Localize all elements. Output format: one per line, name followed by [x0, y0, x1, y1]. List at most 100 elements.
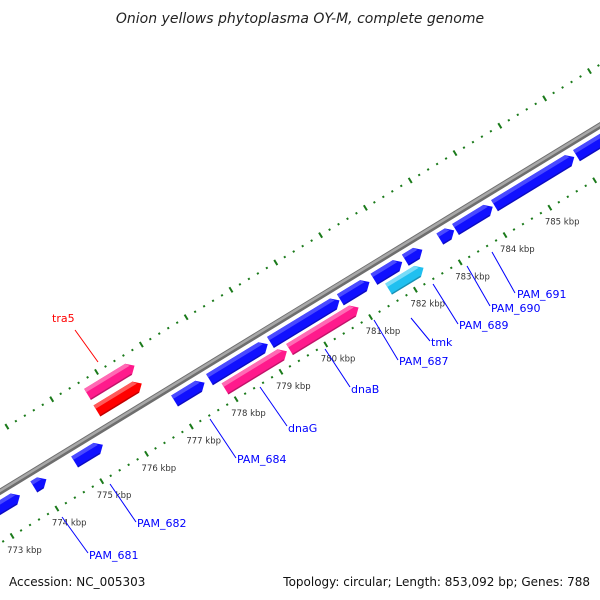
tick-label: 773 kbp	[7, 546, 42, 556]
minor-tick	[247, 277, 251, 281]
minor-tick	[154, 447, 157, 450]
major-tick	[542, 95, 548, 102]
tick-labels: 773 kbp 774 kbp 775 kbp 776 kbp 777 kbp 778 k…	[7, 218, 579, 556]
major-tick	[278, 368, 284, 375]
feature-label[interactable]: PAM_690	[491, 302, 540, 315]
feature-label[interactable]: PAM_691	[517, 288, 566, 301]
minor-tick	[193, 310, 197, 314]
major-tick	[273, 259, 279, 266]
minor-tick	[37, 518, 41, 521]
gene-forward-cds[interactable]	[0, 490, 23, 532]
label-pam-690[interactable]: PAM_690	[466, 265, 540, 315]
minor-tick	[73, 496, 77, 499]
feature-label[interactable]: tra5	[52, 312, 75, 325]
feature-labels: tra5 PAM_681 PAM_682 PAM_684 dnaG dnaB P…	[52, 251, 566, 562]
gene-body	[221, 349, 287, 395]
minor-tick	[265, 266, 269, 270]
gene-forward-cds[interactable]	[491, 151, 578, 212]
major-tick	[183, 314, 189, 321]
gene-body	[491, 155, 575, 212]
gene-rrna[interactable]	[286, 302, 362, 356]
label-dnag[interactable]: dnaG	[259, 386, 317, 435]
gene-forward-cds[interactable]	[573, 116, 600, 162]
label-pam-687[interactable]: PAM_687	[373, 319, 448, 368]
feature-label[interactable]: PAM_687	[399, 355, 448, 368]
minor-tick	[136, 457, 139, 461]
gene-shadow	[273, 308, 337, 349]
label-dnab[interactable]: dnaB	[324, 348, 379, 396]
minor-tick	[471, 140, 475, 144]
gene-highlight	[84, 363, 130, 393]
minor-tick	[485, 244, 489, 248]
major-tick	[54, 505, 60, 512]
gene-forward-cds[interactable]	[206, 339, 271, 386]
gene-rrna[interactable]	[84, 360, 138, 400]
minor-tick	[82, 490, 86, 494]
major-tick	[368, 314, 374, 321]
major-tick	[497, 122, 503, 129]
gene-highlight	[267, 298, 335, 341]
gene-trna[interactable]	[385, 262, 427, 295]
tick-label: 779 kbp	[276, 382, 311, 392]
gene-forward-cds[interactable]	[30, 474, 49, 493]
outer-tick-ring	[4, 64, 600, 430]
gene-forward-cds[interactable]	[267, 295, 343, 349]
label-pam-682[interactable]: PAM_682	[109, 483, 186, 530]
minor-tick	[292, 250, 296, 253]
backbone	[0, 51, 600, 578]
gene-highlight	[0, 493, 16, 525]
minor-tick	[122, 354, 125, 357]
minor-tick	[566, 195, 570, 199]
gene-shadow	[177, 390, 203, 407]
feature-label[interactable]: PAM_689	[459, 319, 508, 332]
gene-body	[452, 204, 493, 236]
minor-tick	[41, 403, 45, 407]
minor-tick	[207, 414, 211, 417]
gene-rrna[interactable]	[221, 346, 291, 395]
minor-tick	[444, 157, 448, 160]
label-pam-684[interactable]: PAM_684	[209, 418, 286, 466]
feature-label[interactable]: PAM_681	[89, 549, 138, 562]
minor-tick	[220, 293, 224, 297]
feature-label[interactable]: tmk	[431, 336, 453, 349]
tick-label: 781 kbp	[366, 327, 401, 337]
gene-forward-cds[interactable]	[336, 276, 373, 306]
minor-tick	[337, 222, 340, 226]
label-pam-681[interactable]: PAM_681	[61, 516, 138, 562]
gene-forward-cds[interactable]	[452, 201, 496, 236]
minor-tick	[243, 392, 247, 396]
gene-forward-cds[interactable]	[370, 257, 406, 285]
label-tra5[interactable]: tra5	[52, 312, 99, 363]
gene-highlight	[491, 155, 570, 204]
gene-shadow	[408, 257, 420, 266]
major-tick	[318, 232, 324, 239]
gene-shadow	[579, 129, 600, 162]
minor-tick	[86, 376, 89, 379]
feature-label[interactable]: PAM_682	[137, 517, 186, 530]
label-tmk[interactable]: tmk	[410, 317, 453, 349]
minor-tick	[14, 419, 18, 423]
gene-body	[206, 342, 268, 386]
minor-tick	[521, 222, 525, 226]
gene-body	[171, 380, 205, 407]
feature-label[interactable]: dnaB	[351, 383, 379, 396]
gene-highlight	[385, 265, 419, 287]
tick-label: 782 kbp	[410, 300, 445, 310]
minor-tick	[372, 200, 376, 204]
minor-tick	[557, 200, 561, 204]
gene-forward-cds[interactable]	[436, 225, 457, 245]
minor-tick	[166, 326, 170, 330]
minor-tick	[462, 146, 466, 149]
label-pam-691[interactable]: PAM_691	[491, 251, 566, 301]
gene-forward-cds[interactable]	[171, 377, 208, 407]
gene-forward-cds[interactable]	[401, 244, 426, 266]
feature-label[interactable]: PAM_684	[237, 453, 286, 466]
minor-tick	[399, 184, 403, 188]
minor-tick	[315, 348, 319, 352]
gene-forward-cds[interactable]	[71, 439, 106, 468]
minor-tick	[449, 266, 453, 270]
feature-label[interactable]: dnaG	[288, 422, 317, 435]
gene-reverse-cds[interactable]	[93, 378, 146, 417]
label-pam-689[interactable]: PAM_689	[432, 283, 508, 332]
